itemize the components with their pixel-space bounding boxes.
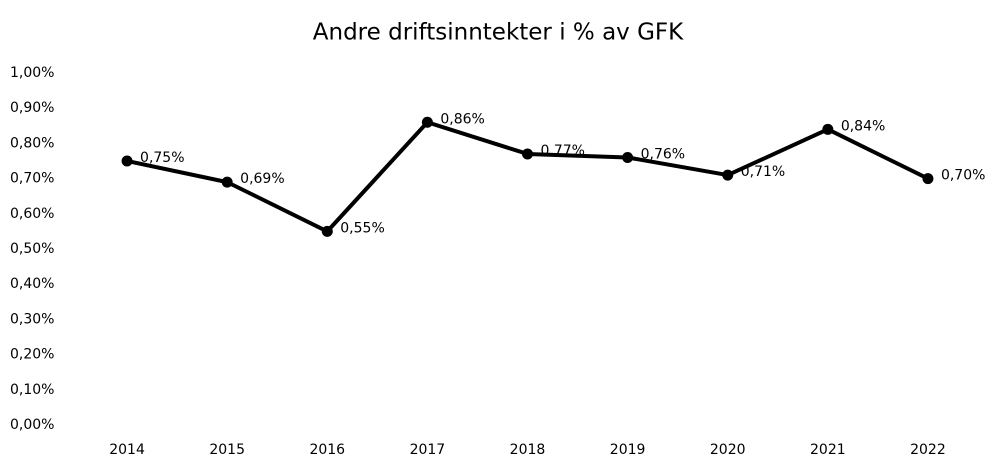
data-label: 0,84% [841, 118, 885, 134]
y-tick-label: 0,60% [10, 206, 54, 222]
x-tick-label: 2018 [510, 442, 546, 458]
marker [522, 148, 533, 160]
x-tick-label: 2019 [610, 442, 646, 458]
x-tick-label: 2017 [410, 442, 446, 458]
y-tick-label: 0,50% [10, 241, 54, 257]
marker [722, 169, 734, 181]
y-tick-label: 0,70% [10, 171, 54, 187]
data-label: 0,69% [240, 171, 284, 187]
y-tick-label: 0,20% [10, 347, 54, 363]
x-tick-label: 2015 [209, 442, 245, 458]
y-tick-label: 0,30% [10, 311, 54, 327]
x-tick-label: 2014 [109, 442, 145, 458]
x-tick-label: 2016 [309, 442, 345, 458]
y-tick-label: 0,00% [10, 417, 54, 433]
marker [321, 225, 333, 237]
data-label: 0,76% [641, 146, 685, 162]
data-label: 0,55% [340, 220, 384, 236]
marker [922, 173, 934, 185]
data-label: 0,71% [741, 164, 785, 180]
y-tick-label: 0,80% [10, 135, 54, 151]
marker [622, 151, 634, 163]
y-tick-label: 0,10% [10, 382, 54, 398]
chart-title: Andre driftsinntekter i % av GFK [313, 20, 684, 46]
data-label: 0,77% [541, 143, 585, 159]
marker [822, 123, 834, 135]
y-tick-label: 1,00% [10, 65, 54, 81]
x-tick-label: 2021 [810, 442, 846, 458]
data-label: 0,75% [140, 150, 184, 166]
y-tick-label: 0,40% [10, 276, 54, 292]
data-label: 0,86% [440, 111, 484, 127]
marker [121, 155, 133, 167]
x-tick-label: 2020 [710, 442, 746, 458]
y-tick-label: 0,90% [10, 100, 54, 116]
marker [221, 176, 233, 188]
marker [421, 116, 433, 128]
x-tick-label: 2022 [910, 442, 946, 458]
data-label: 0,70% [941, 168, 985, 184]
